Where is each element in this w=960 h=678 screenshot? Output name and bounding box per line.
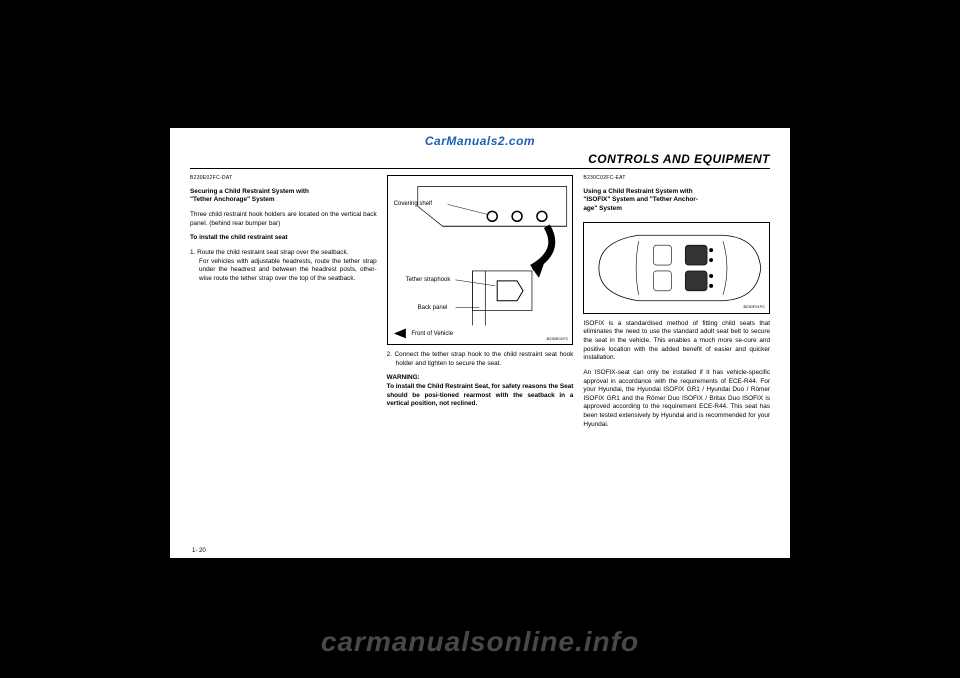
col1-list1-b: For vehicles with adjustable headrests, … — [190, 258, 377, 284]
col3-para2: An ISOFIX-seat can only be installed if … — [583, 369, 770, 429]
warning-block: WARNING: To install the Child Restraint … — [387, 374, 574, 409]
doc-code-3: B230C02FC-EAT — [583, 175, 770, 182]
tether-figure: Covering shelf Tether straphook Back pan… — [387, 175, 574, 345]
figure2-code: B230F01FC — [743, 304, 765, 309]
straphook-label: Tether straphook — [406, 276, 451, 284]
figure1-code: B230E01FC — [547, 336, 569, 341]
doc-code: B230E02FC-DAT — [190, 175, 377, 182]
page-number: 1- 20 — [192, 548, 206, 554]
warning-body: To install the Child Restraint Seat, for… — [387, 383, 574, 407]
col3-heading-line3: age" System — [583, 205, 622, 212]
column-1: B230E02FC-DAT Securing a Child Restraint… — [190, 175, 377, 540]
col1-para1: Three child restraint hook holders are l… — [190, 211, 377, 228]
content-columns: B230E02FC-DAT Securing a Child Restraint… — [190, 175, 770, 540]
column-3: B230C02FC-EAT Using a Child Restraint Sy… — [583, 175, 770, 540]
header-divider — [190, 168, 770, 169]
col1-list1-a: 1. Route the child restraint seat strap … — [190, 249, 348, 256]
watermark-top: CarManuals2.com — [170, 134, 790, 148]
page-section-title: CONTROLS AND EQUIPMENT — [190, 152, 770, 166]
col3-heading: Using a Child Restraint System with "ISO… — [583, 188, 770, 214]
col1-heading-line1: Securing a Child Restraint System with — [190, 188, 309, 195]
manual-page: CarManuals2.com CONTROLS AND EQUIPMENT B… — [170, 128, 790, 558]
isofix-illustration — [584, 223, 769, 313]
isofix-figure: B230F01FC — [583, 222, 770, 314]
column-2: Covering shelf Tether straphook Back pan… — [387, 175, 574, 540]
front-label-text: Front of Vehicle — [411, 331, 453, 337]
watermark-bottom: carmanualsonline.info — [0, 626, 960, 658]
shelf-label: Covering shelf — [394, 200, 432, 208]
col1-subhead: To install the child restraint seat — [190, 234, 377, 243]
col1-heading-line2: "Tether Anchorage" System — [190, 196, 275, 203]
col3-heading-line1: Using a Child Restraint System with — [583, 188, 692, 195]
col3-para1: ISOFIX is a standardised method of fitti… — [583, 320, 770, 363]
front-of-vehicle-label: Front of Vehicle — [400, 330, 453, 338]
backpanel-label: Back panel — [418, 304, 448, 312]
col1-heading: Securing a Child Restraint System with "… — [190, 188, 377, 205]
col2-list2: 2. Connect the tether strap hook to the … — [387, 351, 574, 368]
col1-list1: 1. Route the child restraint seat strap … — [190, 249, 377, 284]
col3-heading-line2: "ISOFIX" System and "Tether Anchor- — [583, 196, 698, 203]
warning-title: WARNING: — [387, 374, 420, 381]
